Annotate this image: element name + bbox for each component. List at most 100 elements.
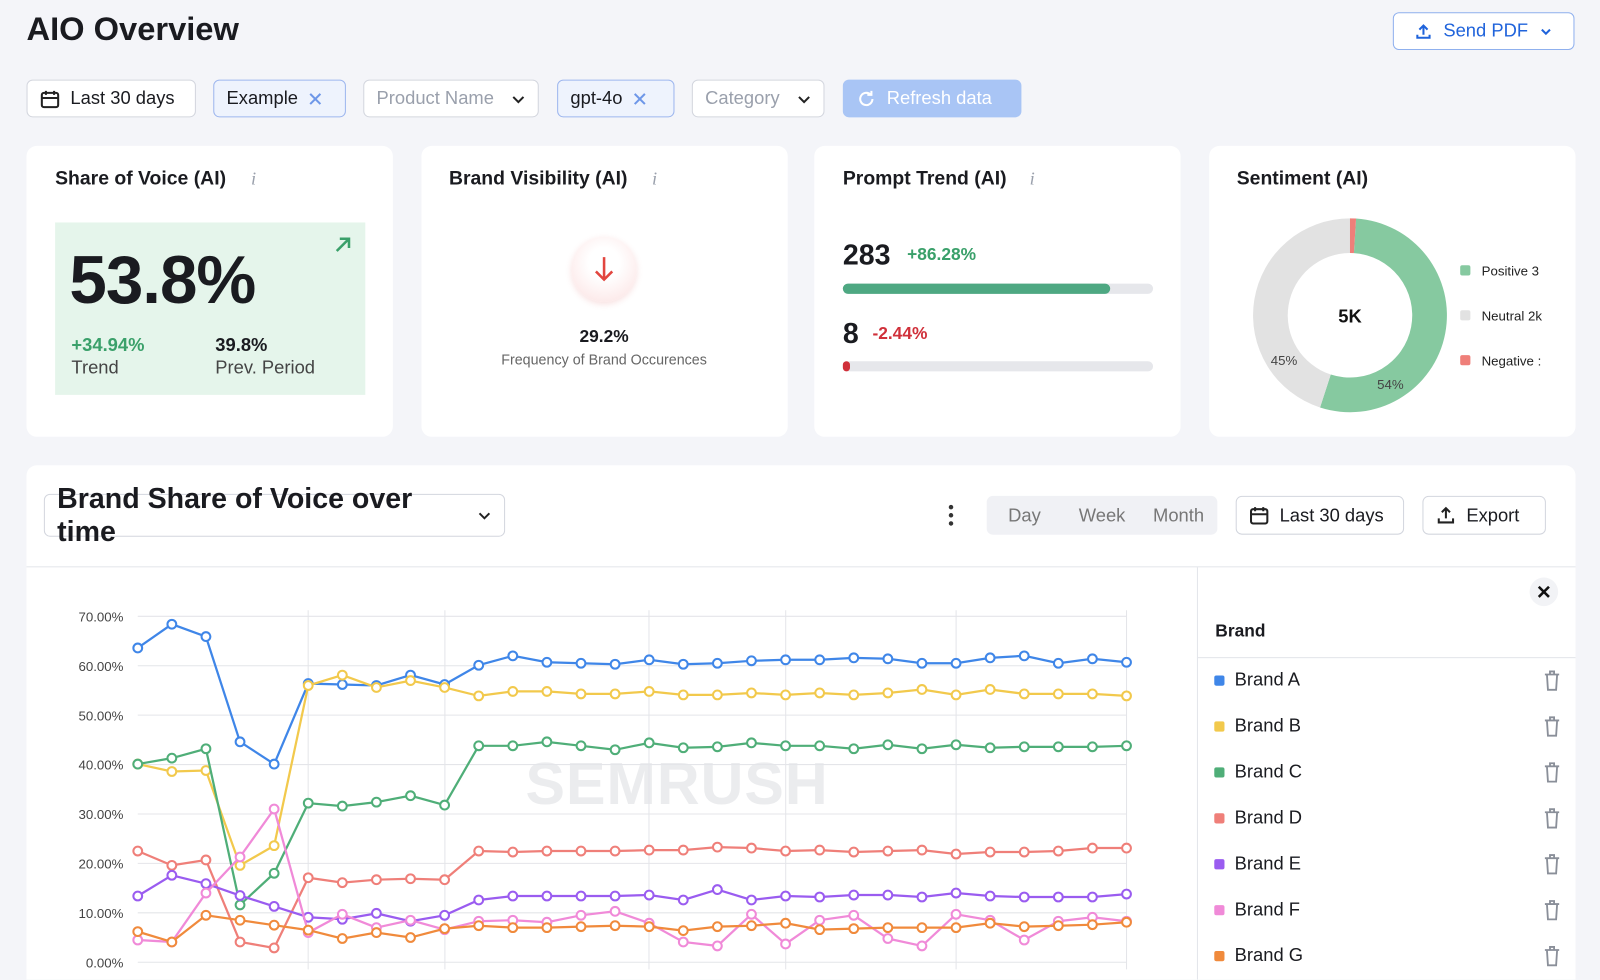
data-point xyxy=(371,927,382,938)
data-point xyxy=(780,740,791,752)
date-filter[interactable]: Last 30 days xyxy=(26,79,196,118)
data-point xyxy=(950,887,962,899)
delete-icon[interactable] xyxy=(1542,945,1562,967)
legend-item[interactable]: Brand D xyxy=(1214,806,1561,830)
more-menu[interactable] xyxy=(943,503,959,527)
send-pdf-button[interactable]: Send PDF xyxy=(1392,12,1575,50)
delete-icon[interactable] xyxy=(1542,715,1562,737)
delete-icon[interactable] xyxy=(1542,669,1562,691)
legend-item[interactable]: Brand F xyxy=(1214,898,1561,922)
period-button[interactable]: Last 30 days xyxy=(1235,495,1405,535)
legend-swatch xyxy=(1214,859,1225,870)
data-point xyxy=(1087,653,1098,665)
data-point xyxy=(643,686,655,697)
chart-selector[interactable]: Brand Share of Voice over time xyxy=(43,483,506,547)
progress-fill xyxy=(842,361,850,372)
prompt-count: 283 xyxy=(842,238,891,271)
chart-title: Brand Share of Voice over time xyxy=(57,482,413,547)
data-point xyxy=(439,682,451,693)
data-point xyxy=(336,908,348,920)
data-point xyxy=(711,884,723,896)
data-point xyxy=(268,942,280,954)
data-point xyxy=(132,926,144,938)
series-line xyxy=(137,622,1127,766)
data-point xyxy=(746,737,757,749)
legend-swatch xyxy=(1214,767,1225,778)
data-point xyxy=(916,891,928,903)
data-point xyxy=(405,873,416,885)
data-point xyxy=(473,920,485,932)
visibility-value: 29.2% xyxy=(579,326,629,346)
data-point xyxy=(166,936,178,948)
delete-icon[interactable] xyxy=(1542,807,1562,829)
remove-icon[interactable] xyxy=(308,91,322,105)
data-point xyxy=(677,689,689,701)
mode-month[interactable]: Month xyxy=(1153,505,1205,526)
data-point xyxy=(166,766,178,777)
chevron xyxy=(798,95,810,103)
data-point xyxy=(711,940,723,952)
data-point xyxy=(780,938,791,950)
legend-item[interactable]: Brand A xyxy=(1214,668,1561,692)
refresh-button[interactable]: Refresh data xyxy=(842,79,1022,118)
data-point xyxy=(166,752,178,764)
x-grid xyxy=(307,610,1128,970)
mode-day[interactable]: Day xyxy=(1008,505,1041,526)
remove-icon[interactable] xyxy=(633,91,647,105)
data-point xyxy=(609,845,621,857)
data-point xyxy=(916,940,928,952)
data-point xyxy=(234,851,246,863)
data-point xyxy=(575,688,587,700)
info-icon[interactable]: i xyxy=(251,168,257,189)
legend-item[interactable]: Brand E xyxy=(1214,852,1561,876)
divider xyxy=(1196,567,1198,980)
export-button[interactable]: Export xyxy=(1422,495,1546,535)
delete-icon[interactable] xyxy=(1542,761,1562,783)
data-point xyxy=(848,652,860,664)
mode-week[interactable]: Week xyxy=(1078,505,1126,526)
data-point xyxy=(848,689,860,701)
data-point xyxy=(677,894,689,906)
data-point xyxy=(780,689,791,701)
data-point xyxy=(1087,688,1098,700)
legend-label: Brand F xyxy=(1234,898,1301,920)
info-icon[interactable]: i xyxy=(1029,168,1035,189)
model-filter[interactable]: gpt-4o xyxy=(557,79,675,118)
data-point xyxy=(984,684,996,695)
data-point xyxy=(746,842,757,854)
delete-icon[interactable] xyxy=(1542,899,1562,921)
data-point xyxy=(336,800,348,812)
example-filter[interactable]: Example xyxy=(213,79,346,118)
data-point xyxy=(814,687,826,699)
y-tick-label: 10.00% xyxy=(79,906,124,921)
legend-item[interactable]: Brand C xyxy=(1214,760,1561,784)
legend-label: Brand D xyxy=(1234,807,1303,828)
trend-panel xyxy=(26,465,1576,980)
data-point xyxy=(234,936,246,948)
data-point xyxy=(234,899,246,911)
data-point xyxy=(507,890,519,902)
info-icon[interactable]: i xyxy=(652,168,658,189)
card-title: Prompt Trend (AI) xyxy=(842,168,1007,190)
category-filter[interactable]: Category xyxy=(691,79,825,118)
data-point xyxy=(643,889,655,901)
slice-label: 54% xyxy=(1377,377,1404,392)
legend-item[interactable]: Brand G xyxy=(1214,944,1561,968)
kpi-value: 53.8% xyxy=(69,241,256,318)
data-point xyxy=(1018,741,1030,753)
legend-item[interactable]: Brand B xyxy=(1214,714,1561,738)
divider xyxy=(1197,657,1576,659)
data-point xyxy=(200,743,212,755)
data-point xyxy=(473,690,485,702)
legend-label: Neutral 2k xyxy=(1482,308,1543,323)
delete-icon[interactable] xyxy=(1542,853,1562,875)
data-point xyxy=(1052,688,1064,700)
product-filter[interactable]: Product Name xyxy=(363,79,539,118)
data-point xyxy=(711,689,723,701)
data-point xyxy=(984,890,996,902)
data-point xyxy=(1121,740,1132,752)
data-point xyxy=(439,909,451,921)
close-button[interactable] xyxy=(1529,577,1559,607)
example-filter-label: Example xyxy=(226,87,298,109)
